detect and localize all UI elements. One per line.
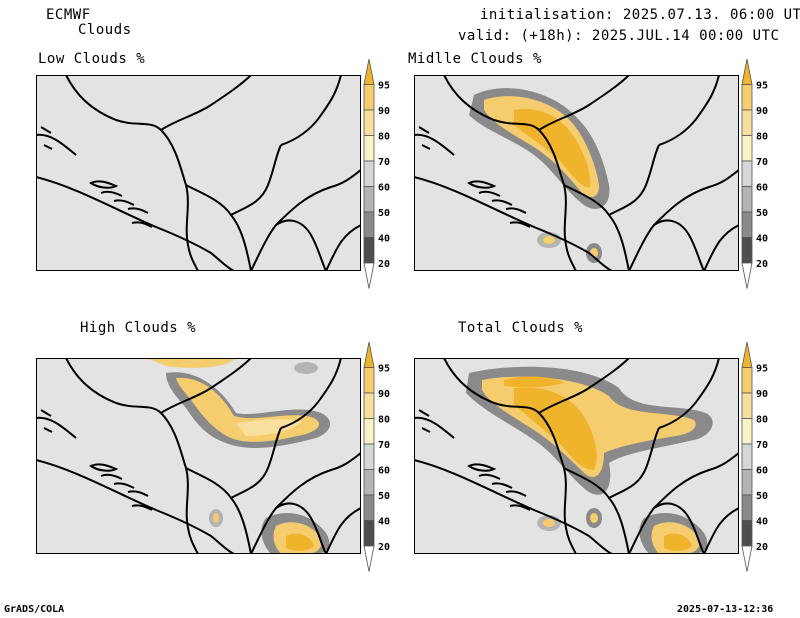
colorbar-segment: [363, 392, 375, 419]
map-total-clouds: [414, 358, 739, 554]
colorbar-segment: [363, 520, 375, 547]
colorbar-tick-label: 50: [378, 491, 390, 502]
colorbar-tick-label: 20: [378, 259, 390, 270]
colorbar-tick-label: 50: [756, 208, 768, 219]
colorbar-segment: [741, 109, 753, 136]
panel-title-middle-clouds: Midlle Clouds %: [408, 51, 542, 67]
colorbar-tick-label: 60: [756, 466, 768, 477]
colorbar-segment: [363, 84, 375, 111]
colorbar-bottom-arrow: [741, 545, 753, 572]
colorbar-total-clouds: 95 90 80 70 60 50 40 20: [740, 340, 788, 575]
colorbar-segment: [741, 469, 753, 496]
colorbar-tick-label: 40: [378, 517, 390, 528]
colorbar-tick-label: 50: [756, 491, 768, 502]
colorbar-segment: [363, 109, 375, 136]
colorbar-tick-label: 60: [378, 183, 390, 194]
colorbar-tick-label: 90: [756, 106, 768, 117]
colorbar-graphic: 95 90 80 70 60 50 40 20: [741, 58, 768, 289]
colorbar-bottom-arrow: [363, 545, 375, 572]
colorbar-tick-label: 60: [378, 466, 390, 477]
colorbar-graphic: 95 90 80 70 60 50 40 20: [741, 341, 768, 572]
colorbar-top-arrow: [741, 341, 753, 368]
colorbar-segment: [363, 160, 375, 187]
colorbar-tick-label: 90: [756, 389, 768, 400]
colorbar-tick-label: 90: [378, 106, 390, 117]
colorbar-tick-label: 40: [378, 234, 390, 245]
colorbar-segment: [741, 418, 753, 445]
colorbar-tick-label: 70: [378, 440, 390, 451]
colorbar-segment: [741, 186, 753, 213]
colorbar-tick-label: 70: [756, 157, 768, 168]
colorbar-tick-label: 50: [378, 208, 390, 219]
initialisation-label: initialisation: 2025.07.13. 06:00 UTC: [480, 7, 800, 23]
colorbar-middle-clouds: 95 90 80 70 60 50 40 20: [740, 57, 788, 292]
colorbar-tick-label: 20: [756, 259, 768, 270]
colorbar-tick-label: 95: [378, 81, 390, 92]
colorbar-tick-label: 90: [378, 389, 390, 400]
colorbar-graphic: 95 90 80 70 60 50 40 20: [363, 341, 390, 572]
colorbar-tick-label: 70: [756, 440, 768, 451]
colorbar-segment: [741, 160, 753, 187]
colorbar-segment: [741, 367, 753, 394]
colorbar-tick-label: 80: [756, 132, 768, 143]
colorbar-segment: [363, 418, 375, 445]
colorbar-tick-label: 70: [378, 157, 390, 168]
colorbar-tick-label: 80: [378, 132, 390, 143]
colorbar-segment: [363, 443, 375, 470]
colorbar-top-arrow: [363, 58, 375, 85]
colorbar-segment: [741, 443, 753, 470]
colorbar-segment: [363, 494, 375, 521]
colorbar-segment: [741, 392, 753, 419]
colorbar-tick-label: 40: [756, 234, 768, 245]
colorbar-tick-label: 40: [756, 517, 768, 528]
product-label: Clouds: [78, 22, 132, 38]
map-middle-clouds: [414, 75, 739, 271]
colorbar-segment: [363, 211, 375, 238]
colorbar-top-arrow: [363, 341, 375, 368]
colorbar-high-clouds: 95 90 80 70 60 50 40 20: [362, 340, 410, 575]
colorbar-segment: [741, 494, 753, 521]
panel-title-total-clouds: Total Clouds %: [458, 320, 584, 336]
model-label: ECMWF: [46, 7, 91, 23]
map-low-clouds: [36, 75, 361, 271]
colorbar-segment: [741, 135, 753, 162]
valid-time-label: valid: (+18h): 2025.JUL.14 00:00 UTC: [458, 28, 780, 44]
colorbar-tick-label: 80: [756, 415, 768, 426]
footer-software-label: GrADS/COLA: [4, 604, 65, 615]
colorbar-tick-label: 95: [756, 81, 768, 92]
colorbar-tick-label: 20: [378, 542, 390, 553]
colorbar-graphic: 95 90 80 70 60 50 40 20: [363, 58, 390, 289]
colorbar-tick-label: 95: [756, 364, 768, 375]
colorbar-segment: [741, 211, 753, 238]
colorbar-segment: [363, 186, 375, 213]
colorbar-tick-label: 60: [756, 183, 768, 194]
footer-timestamp-label: 2025-07-13-12:36: [677, 604, 774, 615]
colorbar-segment: [363, 237, 375, 264]
colorbar-low-clouds: 95 90 80 70 60 50 40 20: [362, 57, 410, 292]
colorbar-segment: [741, 84, 753, 111]
colorbar-tick-label: 20: [756, 542, 768, 553]
colorbar-bottom-arrow: [363, 262, 375, 289]
panel-title-high-clouds: High Clouds %: [80, 320, 197, 336]
colorbar-segment: [741, 520, 753, 547]
colorbar-segment: [363, 469, 375, 496]
colorbar-segment: [741, 237, 753, 264]
colorbar-tick-label: 80: [378, 415, 390, 426]
map-high-clouds: [36, 358, 361, 554]
colorbar-top-arrow: [741, 58, 753, 85]
colorbar-bottom-arrow: [741, 262, 753, 289]
colorbar-segment: [363, 367, 375, 394]
colorbar-tick-label: 95: [378, 364, 390, 375]
panel-title-low-clouds: Low Clouds %: [38, 51, 146, 67]
colorbar-segment: [363, 135, 375, 162]
